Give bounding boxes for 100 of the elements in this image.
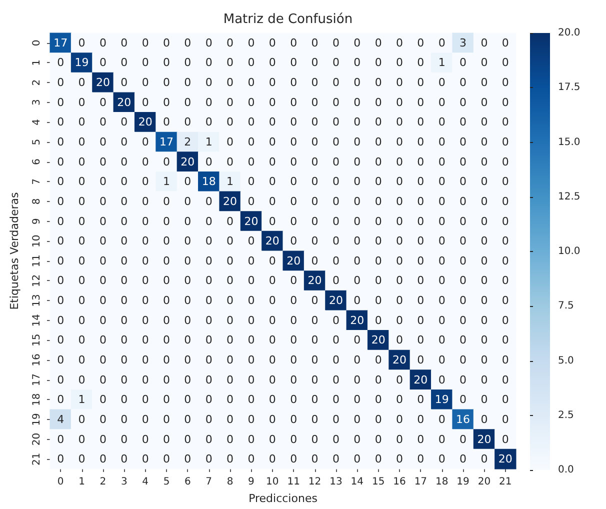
data-label: 0 [354, 432, 361, 446]
data-label: 0 [57, 373, 64, 386]
data-label: 0 [417, 432, 424, 446]
data-label: 0 [184, 254, 192, 268]
data-label: 0 [120, 452, 128, 466]
y-tick-label: 9 [32, 218, 42, 224]
data-label: 0 [78, 274, 86, 288]
data-label: 1 [78, 393, 86, 406]
data-label: 0 [99, 36, 106, 50]
data-label: 0 [374, 432, 382, 446]
data-label: 0 [142, 56, 149, 70]
data-label: 0 [311, 452, 318, 466]
data-label: 0 [438, 136, 446, 148]
data-label: 0 [354, 155, 361, 168]
data-label: 0 [226, 334, 234, 347]
data-label: 1 [163, 175, 170, 188]
data-label: 0 [57, 136, 64, 148]
data-label: 0 [290, 76, 298, 90]
data-label: 0 [374, 194, 382, 208]
data-label: 0 [142, 214, 149, 228]
data-label: 0 [311, 155, 318, 168]
data-label: 0 [163, 254, 170, 268]
x-tick-label: 6 [184, 476, 191, 488]
data-label: 0 [332, 175, 340, 188]
data-label: 0 [78, 194, 86, 208]
x-tick-label: 18 [435, 476, 448, 488]
data-label: 0 [396, 116, 403, 129]
data-label: 0 [396, 314, 403, 327]
data-label: 0 [480, 334, 488, 347]
data-label: 0 [142, 76, 149, 90]
data-label: 0 [460, 373, 467, 386]
data-label: 0 [268, 194, 276, 208]
data-label: 0 [226, 214, 234, 228]
chart-title: Matriz de Confusión [223, 12, 353, 27]
data-label: 0 [374, 314, 382, 327]
data-label: 0 [311, 393, 318, 406]
data-label: 0 [57, 254, 64, 268]
data-label: 0 [268, 155, 276, 168]
data-label: 0 [120, 412, 128, 426]
data-label: 0 [290, 96, 298, 109]
data-label: 0 [120, 155, 128, 168]
data-label: 0 [57, 76, 64, 90]
data-label: 0 [99, 412, 106, 426]
data-label: 0 [311, 116, 318, 129]
data-label: 0 [460, 314, 467, 327]
data-label: 0 [438, 194, 446, 208]
data-label: 0 [374, 76, 382, 90]
x-axis-title: Predicciones [248, 492, 318, 505]
data-label: 0 [417, 294, 424, 308]
data-label: 0 [268, 314, 276, 327]
y-tick-label: 1 [32, 60, 42, 66]
data-label: 0 [205, 194, 212, 208]
color-bar-label: 15.0 [558, 136, 580, 148]
data-label: 0 [163, 234, 170, 248]
data-label: 0 [396, 393, 403, 406]
y-tick-label: 21 [32, 452, 42, 466]
x-tick-label: 12 [308, 476, 322, 488]
data-label: 0 [248, 354, 255, 366]
data-label: 0 [57, 432, 64, 446]
data-label: 0 [417, 116, 424, 129]
data-label: 0 [311, 373, 318, 386]
data-label: 0 [205, 116, 212, 129]
data-label: 0 [184, 412, 192, 426]
data-label: 0 [78, 234, 86, 248]
data-label: 20 [308, 274, 322, 288]
data-label: 0 [374, 56, 382, 70]
data-label: 0 [142, 452, 149, 466]
data-label: 0 [374, 214, 382, 228]
data-label: 0 [78, 136, 86, 148]
data-label: 1 [205, 136, 212, 148]
data-label: 0 [374, 274, 382, 288]
data-label: 0 [332, 314, 340, 327]
x-tick-label: 8 [226, 476, 234, 488]
data-label: 0 [163, 294, 170, 308]
data-label: 0 [163, 214, 170, 228]
data-label: 0 [480, 452, 488, 466]
data-label: 0 [57, 116, 64, 129]
data-label: 0 [396, 194, 403, 208]
data-label: 0 [268, 36, 276, 50]
data-label: 0 [184, 432, 192, 446]
y-tick-label: 11 [32, 254, 42, 268]
data-label: 0 [311, 334, 318, 347]
data-label: 0 [438, 175, 446, 188]
data-label: 0 [268, 452, 276, 466]
data-label: 0 [226, 36, 234, 50]
data-label: 0 [354, 136, 361, 148]
data-label: 0 [142, 412, 149, 426]
data-label: 0 [502, 175, 509, 188]
data-label: 19 [434, 393, 449, 406]
data-label: 0 [142, 354, 149, 366]
x-tick-label: 5 [163, 476, 170, 488]
data-label: 0 [417, 194, 424, 208]
data-label: 0 [226, 294, 234, 308]
data-label: 20 [244, 214, 258, 228]
data-label: 0 [78, 294, 86, 308]
data-label: 0 [354, 76, 361, 90]
data-label: 0 [78, 76, 86, 90]
data-label: 0 [205, 452, 212, 466]
data-label: 0 [417, 76, 424, 90]
y-axis-title: Etiquetas Verdaderas [8, 192, 21, 310]
